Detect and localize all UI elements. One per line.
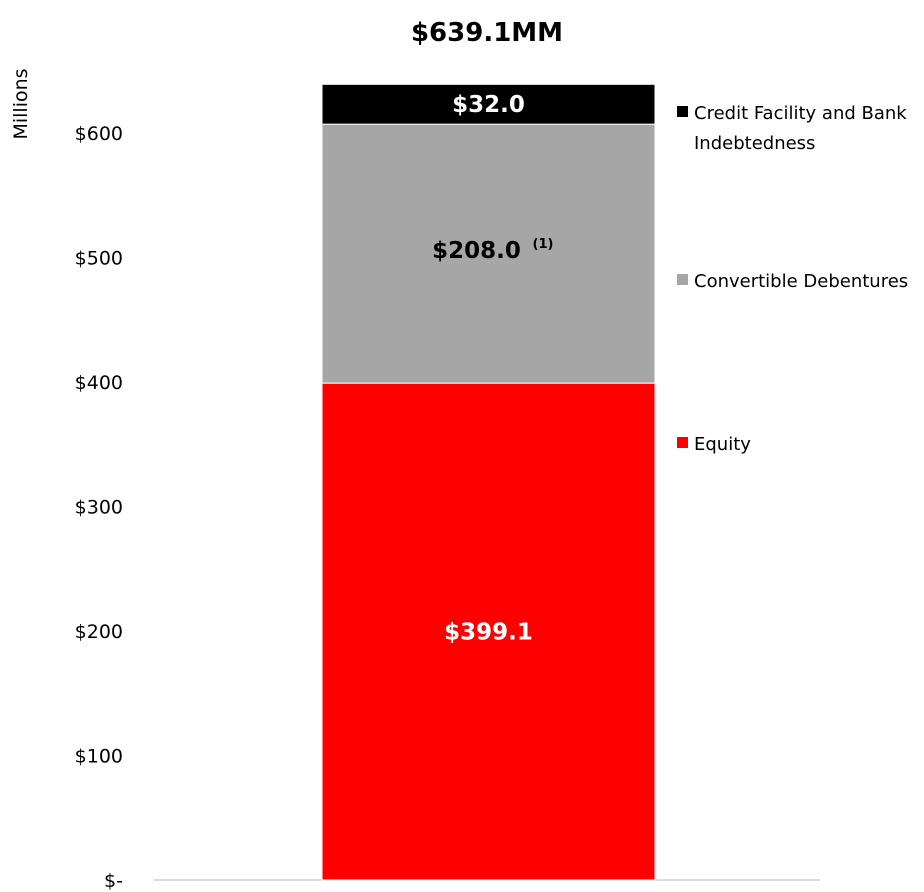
legend-swatch (677, 274, 688, 285)
y-tick-label: $200 (75, 621, 123, 643)
legend-swatch (677, 437, 688, 448)
legend: Credit Facility and Bank Indebtedness Conv… (677, 103, 908, 455)
bar-segment-equity (321, 382, 656, 881)
legend-label: Equity (694, 434, 751, 455)
chart-title: $639.1MM (411, 18, 563, 48)
y-tick-label: $600 (75, 123, 123, 145)
y-axis-label: Millions (10, 68, 32, 139)
legend-label: Convertible Debentures (694, 271, 908, 292)
y-tick-label: $100 (75, 746, 123, 768)
segment-value-label: $399.1 (444, 620, 533, 646)
y-axis-ticks: $- $100 $200 $300 $400 $500 $600 (75, 123, 123, 892)
legend-label: Credit Facility and Bank (694, 103, 907, 124)
bar-segment-convertible-debentures (321, 123, 656, 384)
segment-value-label: $32.0 (452, 92, 525, 118)
y-tick-label: $- (104, 870, 123, 892)
footnote-marker: (1) (533, 237, 554, 252)
legend-swatch (677, 106, 688, 117)
bar-stack (321, 83, 656, 881)
y-tick-label: $500 (75, 248, 123, 270)
bar-segment-credit-facility-and-bank-indebtedness (321, 83, 656, 125)
legend-label: Indebtedness (694, 133, 815, 154)
segment-value-label: $208.0 (432, 238, 521, 264)
y-tick-label: $400 (75, 372, 123, 394)
segment-labels: $399.1 $208.0 (1) $32.0 (432, 92, 553, 645)
y-tick-label: $300 (75, 497, 123, 519)
